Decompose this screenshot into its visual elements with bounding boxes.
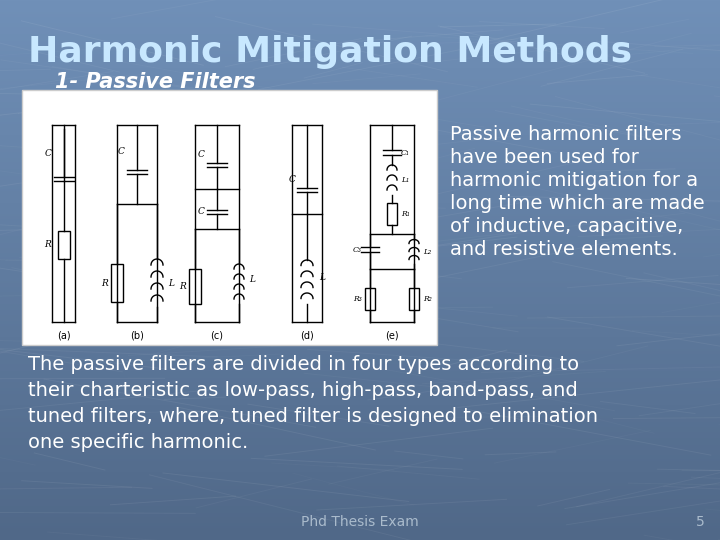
Bar (58, 231, 70, 259)
Text: C: C (117, 147, 125, 156)
Text: (c): (c) (210, 331, 223, 341)
Text: R: R (102, 279, 109, 287)
Text: The passive filters are divided in four types according to: The passive filters are divided in four … (28, 355, 579, 374)
Bar (189, 269, 201, 304)
Text: R: R (45, 240, 51, 249)
Text: 5: 5 (696, 515, 704, 529)
Text: Harmonic Mitigation Methods: Harmonic Mitigation Methods (28, 35, 632, 69)
Bar (365, 288, 375, 310)
Text: harmonic mitigation for a: harmonic mitigation for a (450, 171, 698, 190)
Text: C₃: C₃ (353, 246, 361, 253)
Text: C: C (197, 150, 204, 159)
Text: L₂: L₂ (423, 247, 431, 255)
Text: R₃: R₃ (353, 295, 361, 303)
Text: 1- Passive Filters: 1- Passive Filters (55, 72, 256, 92)
Text: R₂: R₂ (423, 295, 431, 303)
Text: R₁: R₁ (400, 210, 410, 218)
Bar (387, 203, 397, 225)
Text: L: L (168, 279, 174, 287)
Bar (409, 288, 419, 310)
Text: L₁: L₁ (401, 176, 409, 184)
Text: one specific harmonic.: one specific harmonic. (28, 433, 248, 452)
Text: C₁: C₁ (400, 149, 410, 157)
Text: L: L (319, 273, 325, 281)
Text: (e): (e) (385, 331, 399, 341)
Text: Passive harmonic filters: Passive harmonic filters (450, 125, 682, 144)
Text: R: R (179, 282, 186, 291)
Text: of inductive, capacitive,: of inductive, capacitive, (450, 217, 683, 236)
Text: (a): (a) (57, 331, 71, 341)
Text: Phd Thesis Exam: Phd Thesis Exam (301, 515, 419, 529)
Text: C: C (197, 207, 204, 216)
Text: C: C (45, 149, 51, 158)
Text: their charteristic as low-pass, high-pass, band-pass, and: their charteristic as low-pass, high-pas… (28, 381, 577, 400)
Bar (22, 90, 437, 345)
Text: C: C (289, 175, 295, 184)
Text: (b): (b) (130, 331, 144, 341)
Text: L: L (249, 274, 255, 284)
Text: tuned filters, where, tuned filter is designed to elimination: tuned filters, where, tuned filter is de… (28, 407, 598, 426)
Text: have been used for: have been used for (450, 148, 639, 167)
Text: and resistive elements.: and resistive elements. (450, 240, 678, 259)
Bar (111, 264, 123, 302)
Text: long time which are made: long time which are made (450, 194, 705, 213)
Text: (d): (d) (300, 331, 314, 341)
